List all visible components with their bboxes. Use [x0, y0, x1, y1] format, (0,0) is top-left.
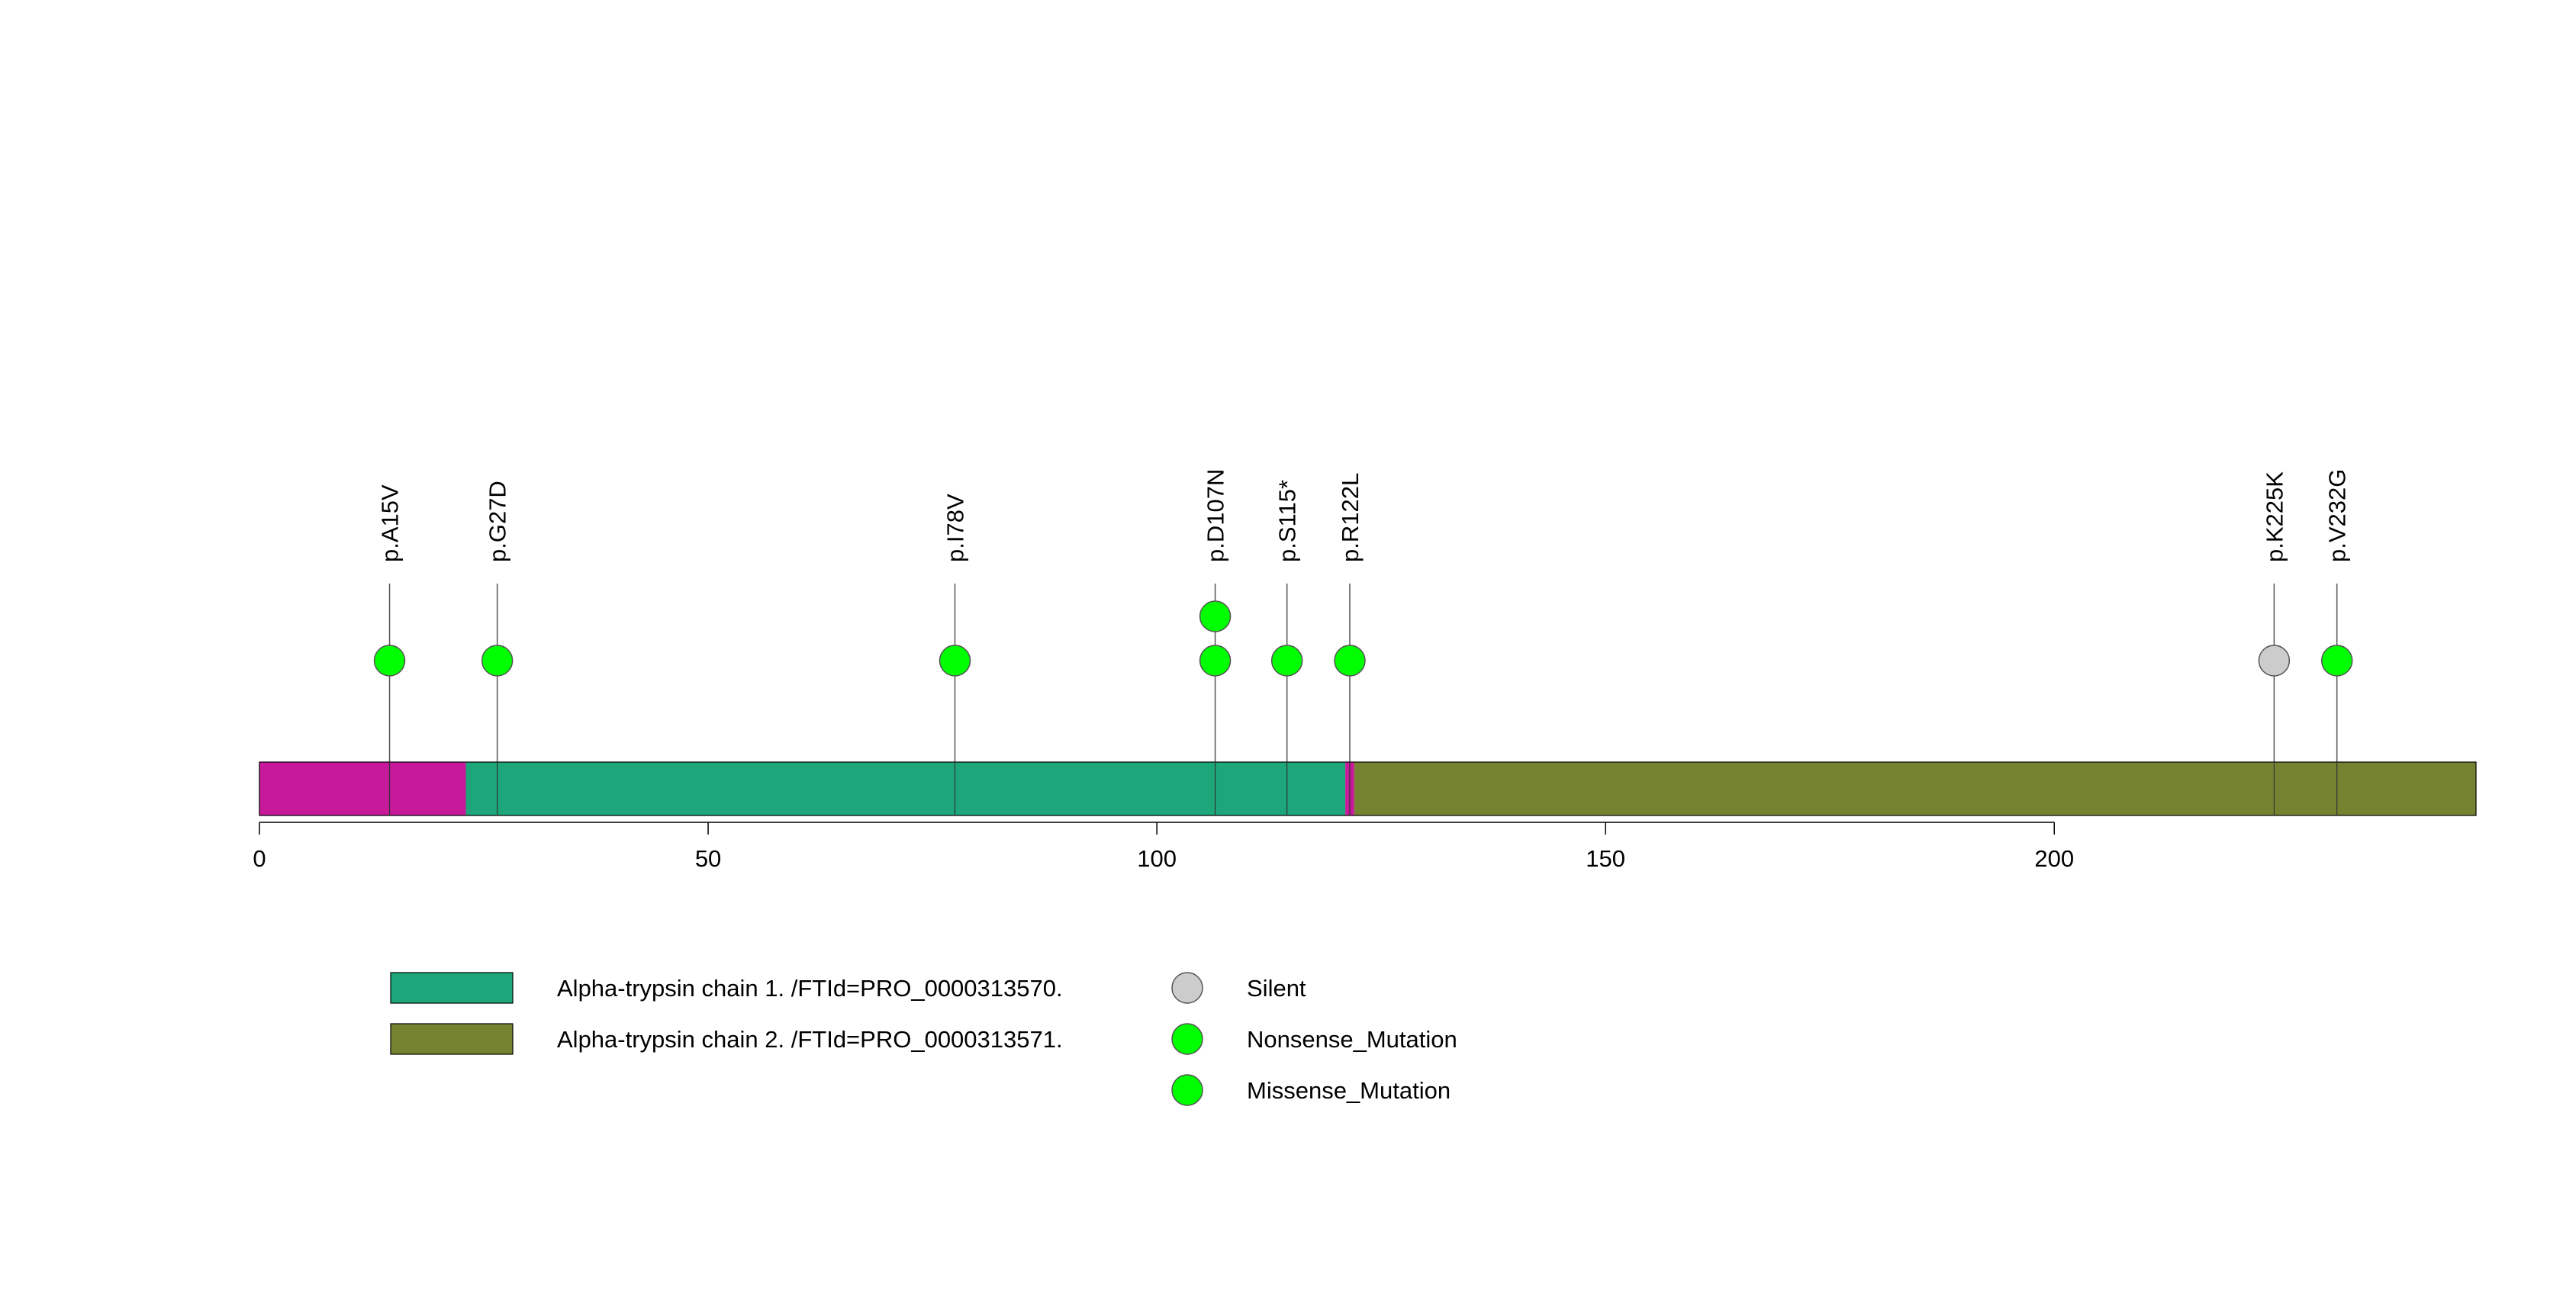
- mutation-dot: [373, 645, 406, 677]
- domain-legend-swatch: [390, 972, 514, 1004]
- mutation-label: p.G27D: [485, 481, 511, 562]
- mutation-legend-label: Missense_Mutation: [1247, 1077, 1451, 1104]
- mutation-label: p.R122L: [1337, 473, 1364, 562]
- mutation-legend-label: Silent: [1247, 975, 1306, 1002]
- protein-domains: [259, 761, 2477, 816]
- mutation-labels: p.A15V p.G27D p.I78V p.D107N p.S115* p.R122L p…: [377, 469, 2351, 562]
- mutation-dot: [2320, 645, 2353, 677]
- domain-legend: Alpha-trypsin chain 1. /FTId=PRO_0000313…: [390, 972, 1063, 1055]
- mutation-legend-dot: [1171, 972, 1203, 1004]
- mutation-dots: [373, 600, 2353, 677]
- mutation-legend-label: Nonsense_Mutation: [1247, 1026, 1457, 1053]
- mutation-label: p.S115*: [1274, 480, 1301, 562]
- mutation-dot: [939, 645, 971, 677]
- mutation-label: p.K225K: [2261, 471, 2288, 562]
- domain-segment: [465, 762, 1346, 815]
- mutation-dot: [1270, 645, 1303, 677]
- mutation-dot: [481, 645, 514, 677]
- mutation-label: p.I78V: [942, 494, 968, 562]
- mutation-dot: [1199, 645, 1232, 677]
- mutation-legend-dot: [1171, 1074, 1203, 1106]
- domain-legend-label: Alpha-trypsin chain 1. /FTId=PRO_0000313…: [557, 975, 1063, 1002]
- x-tick-label: 200: [2034, 845, 2074, 872]
- x-axis: 0 50 100 150 200: [253, 822, 2074, 872]
- domain-legend-label: Alpha-trypsin chain 2. /FTId=PRO_0000313…: [557, 1026, 1063, 1053]
- x-tick-label: 0: [253, 845, 266, 872]
- mutation-type-legend: Silent Nonsense_Mutation Missense_Mutation: [1171, 972, 1457, 1106]
- protein-bar-outline: [259, 761, 2477, 816]
- x-tick-label: 50: [695, 845, 721, 872]
- mutation-label: p.V232G: [2324, 469, 2351, 562]
- mutation-label: p.D107N: [1203, 469, 1229, 562]
- domain-segment: [1354, 762, 2476, 815]
- x-tick-label: 100: [1137, 845, 1177, 872]
- mutation-dot: [1334, 645, 1366, 677]
- mutation-label: p.A15V: [377, 484, 404, 562]
- mutation-dot: [1199, 600, 1232, 632]
- domain-legend-swatch: [390, 1023, 514, 1055]
- domain-segment: [259, 762, 466, 815]
- x-tick-label: 150: [1586, 845, 1625, 872]
- mutation-dot: [2258, 645, 2291, 677]
- mutation-legend-dot: [1171, 1023, 1203, 1055]
